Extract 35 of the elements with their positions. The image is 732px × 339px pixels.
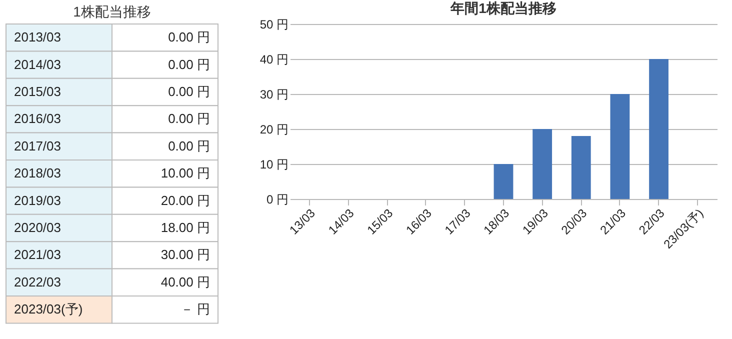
text: 2015/03 <box>14 84 61 99</box>
text: 10.00 円 <box>160 166 210 181</box>
text: 2013/03 <box>14 30 61 45</box>
text: 2014/03 <box>14 56 61 72</box>
chart-title: 年間1株配当推移 <box>450 0 556 16</box>
text: 0.00 円 <box>168 138 210 154</box>
y-tick-label: 40 円 <box>260 52 288 66</box>
y-tick-label: 10 円 <box>260 158 288 172</box>
text: 0.00 円 <box>168 56 210 72</box>
text: 0.00 円 <box>168 111 210 126</box>
bar <box>610 94 630 199</box>
y-tick-label: 0 円 <box>266 192 288 206</box>
text: 2022/03 <box>14 274 61 290</box>
y-tick-label: 50 円 <box>260 18 288 32</box>
text: 2016/03 <box>14 111 61 126</box>
bar <box>649 59 668 199</box>
text: 1株配当推移 <box>73 4 151 20</box>
text: 2023/03(予) <box>14 302 83 317</box>
text: 0.00 円 <box>168 30 210 45</box>
bar <box>532 129 552 199</box>
text: 2020/03 <box>14 220 61 235</box>
text: 18.00 円 <box>160 220 210 235</box>
text: 0.00 円 <box>168 84 210 99</box>
text: 40.00 円 <box>160 274 210 290</box>
text: 20.00 円 <box>160 192 210 208</box>
text: 2017/03 <box>14 138 61 154</box>
text: 2021/03 <box>14 247 61 262</box>
text: 2019/03 <box>14 192 61 208</box>
y-tick-label: 20 円 <box>260 122 288 136</box>
text: － 円 <box>180 302 210 317</box>
y-tick-label: 30 円 <box>260 88 288 102</box>
bar <box>494 164 514 199</box>
bar <box>571 136 591 199</box>
text: 2018/03 <box>14 166 61 181</box>
text: 30.00 円 <box>160 247 210 262</box>
